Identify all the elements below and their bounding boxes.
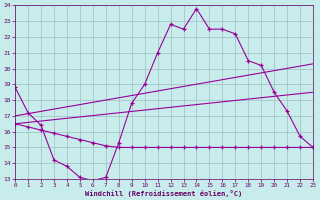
X-axis label: Windchill (Refroidissement éolien,°C): Windchill (Refroidissement éolien,°C) (85, 190, 243, 197)
